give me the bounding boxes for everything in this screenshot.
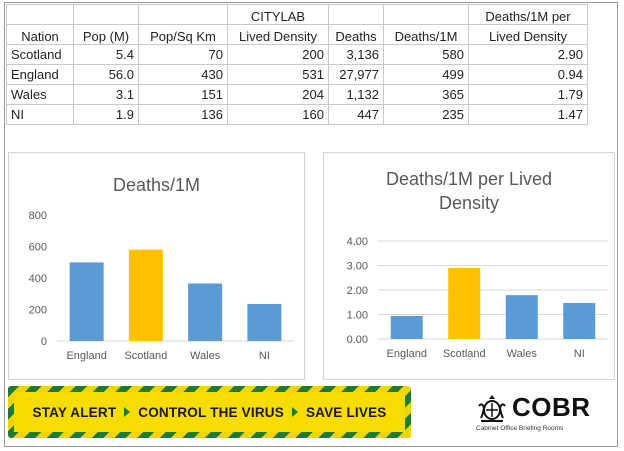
arrow-right-icon xyxy=(291,407,298,417)
table-cell: 3.1 xyxy=(73,84,139,105)
banner-part: CONTROL THE VIRUS xyxy=(138,404,284,420)
table-header-row-top: CITYLAB Deaths/1M per xyxy=(6,4,588,25)
table-cell: 56.0 xyxy=(73,64,139,85)
table-header-cell: Deaths xyxy=(328,24,384,45)
x-tick-label: Scotland xyxy=(443,348,486,360)
y-tick-label: 600 xyxy=(29,242,47,254)
cobr-logo: COBR Cabinet Office Briefing Rooms xyxy=(474,392,614,440)
logo-subtitle: Cabinet Office Briefing Rooms xyxy=(476,425,564,432)
banner-part: STAY ALERT xyxy=(32,404,117,420)
table-cell: 499 xyxy=(383,64,469,85)
table-cell: 531 xyxy=(227,64,329,85)
stay-alert-banner: STAY ALERT CONTROL THE VIRUS SAVE LIVES xyxy=(8,386,411,438)
royal-crest-icon xyxy=(478,395,506,422)
y-tick-label: 4.00 xyxy=(347,236,368,248)
table-cell: 1.47 xyxy=(468,104,588,125)
table-cell: 204 xyxy=(227,84,329,105)
table-header-cell xyxy=(328,4,384,25)
table-row: NI 1.9 136 160 447 235 1.47 xyxy=(6,104,588,125)
table-cell: 430 xyxy=(138,64,228,85)
table-header-cell: Lived Density xyxy=(227,24,329,45)
y-tick-label: 0.00 xyxy=(347,334,368,346)
table-header-cell xyxy=(383,4,469,25)
x-tick-label: England xyxy=(66,350,106,362)
table-header-cell: Lived Density xyxy=(468,24,588,45)
y-tick-label: 800 xyxy=(29,210,47,222)
y-tick-label: 1.00 xyxy=(347,310,368,322)
table-cell: 27,977 xyxy=(328,64,384,85)
table-cell: Wales xyxy=(6,84,74,105)
table-cell: 136 xyxy=(138,104,228,125)
table-cell: Scotland xyxy=(6,44,74,65)
x-tick-label: Wales xyxy=(507,348,538,360)
x-tick-label: England xyxy=(387,348,427,360)
table-cell: 3,136 xyxy=(328,44,384,65)
table-cell: 151 xyxy=(138,84,228,105)
table-cell: 0.94 xyxy=(468,64,588,85)
table-cell: 235 xyxy=(383,104,469,125)
bar xyxy=(128,249,163,341)
banner-part: SAVE LIVES xyxy=(305,404,387,420)
deaths-per-million-chart: Deaths/1M 0 200 400 600 800 England Scotland Wa… xyxy=(8,152,305,380)
table-cell: NI xyxy=(6,104,74,125)
bar xyxy=(188,283,223,341)
table-cell: England xyxy=(6,64,74,85)
table-cell: 2.90 xyxy=(468,44,588,65)
x-tick-label: NI xyxy=(574,348,585,360)
logo-name: COBR xyxy=(512,392,591,422)
figure-frame xyxy=(4,2,618,447)
bar xyxy=(505,295,538,339)
arrow-right-icon xyxy=(124,407,131,417)
x-tick-label: Scotland xyxy=(124,350,167,362)
y-tick-label: 200 xyxy=(29,305,47,317)
table-cell: 1.79 xyxy=(468,84,588,105)
table-cell: 160 xyxy=(227,104,329,125)
table-cell: 70 xyxy=(138,44,228,65)
table-header-cell xyxy=(138,4,228,25)
table-cell: 447 xyxy=(328,104,384,125)
bar xyxy=(448,267,481,339)
table-cell: 5.4 xyxy=(73,44,139,65)
table-row: Scotland 5.4 70 200 3,136 580 2.90 xyxy=(6,44,588,65)
bar xyxy=(563,302,596,339)
table-header-cell: Pop/Sq Km xyxy=(138,24,228,45)
table-cell: 1.9 xyxy=(73,104,139,125)
chart-plot: 0 200 400 600 800 England Scotland Wales NI xyxy=(29,210,294,362)
table-cell: 200 xyxy=(227,44,329,65)
chart-plot: 0.00 1.00 2.00 3.00 4.00 England Scotland Wales… xyxy=(347,236,608,360)
bar xyxy=(69,262,104,341)
x-tick-label: NI xyxy=(259,350,270,362)
table-cell: 365 xyxy=(383,84,469,105)
y-tick-label: 400 xyxy=(29,273,47,285)
bar xyxy=(390,315,423,339)
bar xyxy=(247,303,282,341)
table-header-cell: Nation xyxy=(6,24,74,45)
table-cell: 580 xyxy=(383,44,469,65)
banner-text: STAY ALERT CONTROL THE VIRUS SAVE LIVES xyxy=(14,392,405,432)
data-table: CITYLAB Deaths/1M per Nation Pop (M) Pop… xyxy=(6,4,588,125)
table-row: England 56.0 430 531 27,977 499 0.94 xyxy=(6,64,588,85)
table-header-cell xyxy=(73,4,139,25)
y-tick-label: 2.00 xyxy=(347,285,368,297)
table-header-cell: Deaths/1M xyxy=(383,24,469,45)
table-header-cell: CITYLAB xyxy=(227,4,329,25)
x-tick-label: Wales xyxy=(190,350,221,362)
table-header-row: Nation Pop (M) Pop/Sq Km Lived Density D… xyxy=(6,24,588,45)
table-header-cell: Deaths/1M per xyxy=(468,4,588,25)
table-cell: 1,132 xyxy=(328,84,384,105)
table-header-cell xyxy=(6,4,74,25)
chart-title: Deaths/1M per Lived Density xyxy=(385,169,553,213)
table-header-cell: Pop (M) xyxy=(73,24,139,45)
deaths-per-lived-density-chart: Deaths/1M per Lived Density 0.00 1.00 2.00… xyxy=(323,152,615,380)
y-tick-label: 0 xyxy=(41,336,47,348)
table-row: Wales 3.1 151 204 1,132 365 1.79 xyxy=(6,84,588,105)
y-tick-label: 3.00 xyxy=(347,261,368,273)
chart-title: Deaths/1M xyxy=(112,175,201,195)
